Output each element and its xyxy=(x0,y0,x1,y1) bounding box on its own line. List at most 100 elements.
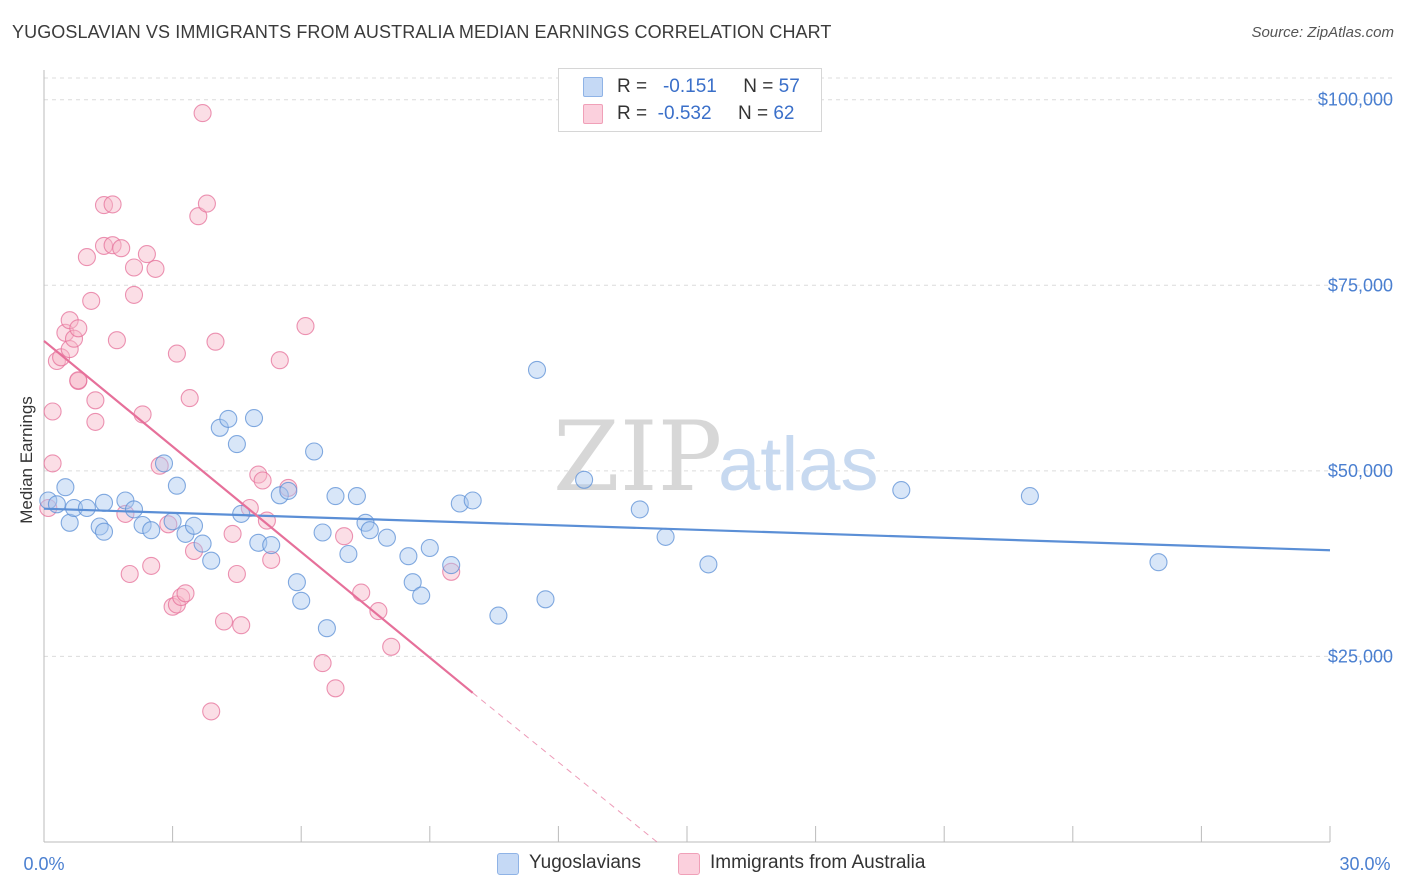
yugoslavian-point xyxy=(313,523,332,542)
australia-immigrant-point xyxy=(326,679,345,698)
yugoslavian-point xyxy=(77,498,96,518)
yugoslavian-point xyxy=(575,470,594,489)
legend-swatch-yugoslavians xyxy=(583,77,603,97)
australia-immigrant-point xyxy=(77,248,96,267)
australia-immigrant-point xyxy=(107,331,126,350)
australia-immigrant-trend-extension xyxy=(472,692,658,843)
axes xyxy=(43,70,1331,843)
legend-swatch-immigrants-australia xyxy=(583,104,603,124)
yugoslavian-point xyxy=(326,487,345,506)
yugoslavian-point xyxy=(892,481,911,500)
y-tick-label: $50,000 xyxy=(1328,461,1393,481)
australia-immigrant-point xyxy=(352,583,371,602)
australia-immigrant-point xyxy=(189,207,208,226)
yugoslavian-point xyxy=(292,591,311,610)
yugoslavian-point xyxy=(377,528,396,547)
yugoslavian-point xyxy=(536,590,555,609)
australia-immigrant-point xyxy=(69,371,88,390)
australia-immigrant-point xyxy=(112,239,131,258)
yugoslavian-point xyxy=(94,522,114,541)
bottom-legend-label: Yugoslavians xyxy=(529,852,641,873)
yugoslavian-point xyxy=(56,478,75,497)
yugoslavian-point xyxy=(167,476,186,495)
australia-immigrant-point xyxy=(60,340,79,359)
legend-text: R = -0.151 N = 57 xyxy=(617,76,800,98)
y-tick-label: $25,000 xyxy=(1328,646,1393,666)
yugoslavian-point xyxy=(1149,553,1168,572)
australia-immigrant-point xyxy=(82,291,101,310)
australia-immigrant-point xyxy=(43,402,62,421)
australia-immigrant-point xyxy=(193,104,212,123)
yugoslavian-point xyxy=(244,409,264,428)
legend-n-value: 57 xyxy=(778,76,800,97)
yugoslavian-point xyxy=(279,481,298,500)
x-tick-label-min: 0.0% xyxy=(23,854,64,874)
yugoslavian-point xyxy=(360,521,379,540)
legend-n-value: 62 xyxy=(773,103,795,124)
yugoslavian-point xyxy=(94,493,114,512)
yugoslavian-point xyxy=(1020,487,1039,506)
yugoslavian-point xyxy=(420,538,439,558)
australia-immigrant-trend-line xyxy=(43,340,474,694)
australia-immigrant-point xyxy=(313,654,332,673)
yugoslavian-point xyxy=(262,536,281,555)
y-tick-label: $100,000 xyxy=(1318,90,1393,110)
legend-n-label: N = xyxy=(743,76,774,97)
trend-lines xyxy=(43,340,1331,843)
yugoslavian-point xyxy=(412,586,431,605)
yugoslavian-point xyxy=(60,513,79,532)
source-label: Source: ZipAtlas.com xyxy=(1251,24,1394,41)
yugoslavian-point xyxy=(219,409,238,428)
australia-immigrant-point xyxy=(262,550,281,569)
australia-immigrant-point xyxy=(227,564,246,584)
grid-lines xyxy=(44,77,1392,657)
data-points xyxy=(39,104,1168,721)
australia-immigrant-point xyxy=(64,329,84,348)
yugoslavian-point xyxy=(227,435,246,454)
australia-immigrant-point xyxy=(69,319,88,338)
yugoslavian-point xyxy=(184,516,204,535)
correlation-legend: R = -0.151 N = 57 R = -0.532 N = 62 xyxy=(558,68,822,132)
y-axis-title: Median Earnings xyxy=(17,396,36,524)
yugoslavian-point xyxy=(142,521,161,540)
yugoslavian-point xyxy=(347,487,366,506)
australia-immigrant-point xyxy=(146,259,165,278)
watermark-zip: ZIP xyxy=(553,401,722,513)
australia-immigrant-point xyxy=(369,602,388,621)
x-tick-labels: 0.0% 30.0% xyxy=(23,854,1390,874)
yugoslavian-point xyxy=(403,573,422,592)
yugoslavian-point xyxy=(287,573,306,592)
yugoslavian-point xyxy=(270,486,289,505)
bottom-legend-swatch-yugoslavians xyxy=(497,853,519,875)
australia-immigrant-point xyxy=(86,412,105,431)
australia-immigrant-point xyxy=(176,584,195,603)
yugoslavian-point xyxy=(527,360,547,379)
australia-immigrant-point xyxy=(124,258,144,277)
australia-immigrant-point xyxy=(296,317,315,336)
australia-immigrant-point xyxy=(206,332,225,351)
australia-immigrant-point xyxy=(116,504,135,523)
legend-r-value: -0.151 xyxy=(662,76,717,97)
yugoslavian-point xyxy=(656,527,675,546)
australia-immigrant-point xyxy=(442,562,461,581)
australia-immigrant-point xyxy=(167,344,186,363)
y-tick-labels: $25,000 $50,000 $75,000 $100,000 xyxy=(1318,90,1393,667)
australia-immigrant-point xyxy=(253,471,272,490)
australia-immigrant-point xyxy=(137,245,156,264)
yugoslavian-point xyxy=(133,515,152,535)
yugoslavian-point xyxy=(64,498,84,518)
yugoslavian-point xyxy=(305,442,324,461)
australia-immigrant-point xyxy=(124,285,144,304)
yugoslavian-point xyxy=(442,556,461,575)
y-tick-label: $75,000 xyxy=(1328,275,1393,295)
yugoslavian-point xyxy=(154,454,174,473)
yugoslavian-point xyxy=(489,606,508,625)
australia-immigrant-point xyxy=(197,194,216,213)
yugoslavian-point xyxy=(193,534,212,553)
yugoslavian-point xyxy=(699,555,718,574)
australia-immigrant-point xyxy=(214,612,234,631)
legend-n-label: N = xyxy=(737,103,769,124)
yugoslavian-point xyxy=(463,491,482,510)
australia-immigrant-point xyxy=(232,616,251,635)
